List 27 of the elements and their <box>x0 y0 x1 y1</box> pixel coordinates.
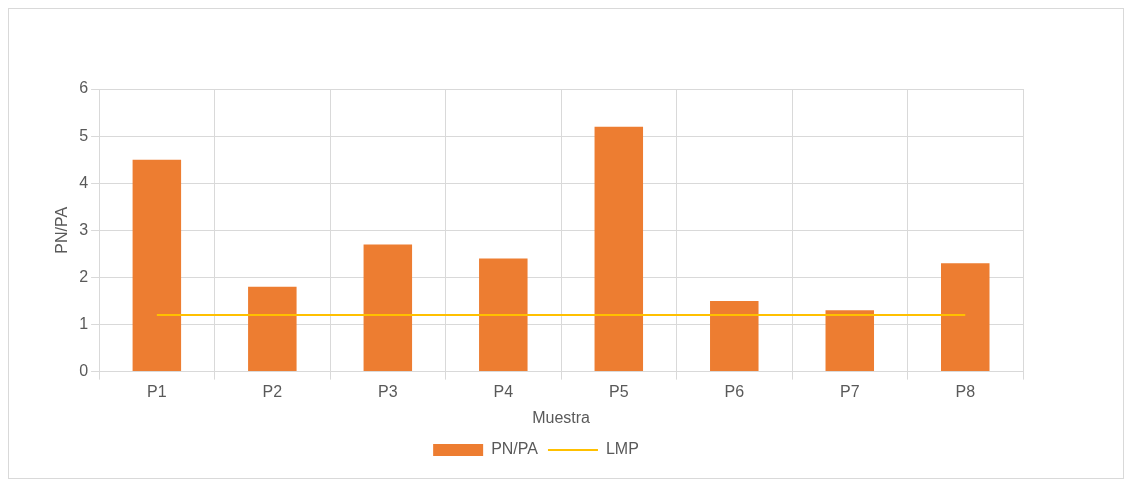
y-tick-label: 1 <box>79 314 89 332</box>
y-tick-label: 5 <box>79 126 89 144</box>
bar <box>594 126 644 372</box>
y-tick-label: 2 <box>79 267 89 285</box>
bar <box>825 310 875 372</box>
bar <box>479 258 528 372</box>
y-tick-label: 6 <box>79 79 89 97</box>
x-tick-label: P4 <box>493 382 514 400</box>
y-tick-label: 3 <box>79 220 89 238</box>
x-tick-label: P1 <box>147 382 167 400</box>
bar <box>710 300 759 372</box>
legend-label: LMP <box>605 440 639 458</box>
y-tick-label: 4 <box>79 173 89 191</box>
x-tick-label: P7 <box>839 382 860 400</box>
bar <box>941 263 990 372</box>
legend-label: PN/PA <box>491 440 539 458</box>
bar <box>363 244 413 372</box>
x-tick-label: P8 <box>955 382 976 400</box>
bar <box>132 159 182 372</box>
x-axis-title: Muestra <box>532 408 591 426</box>
x-tick-label: P6 <box>724 382 745 400</box>
y-tick-label: 0 <box>79 362 89 380</box>
x-tick-label: P3 <box>378 382 398 400</box>
bar <box>248 286 297 372</box>
x-tick-label: P2 <box>262 382 283 400</box>
y-axis-title: PN/PA <box>53 206 71 254</box>
x-tick-label: P5 <box>609 382 629 400</box>
